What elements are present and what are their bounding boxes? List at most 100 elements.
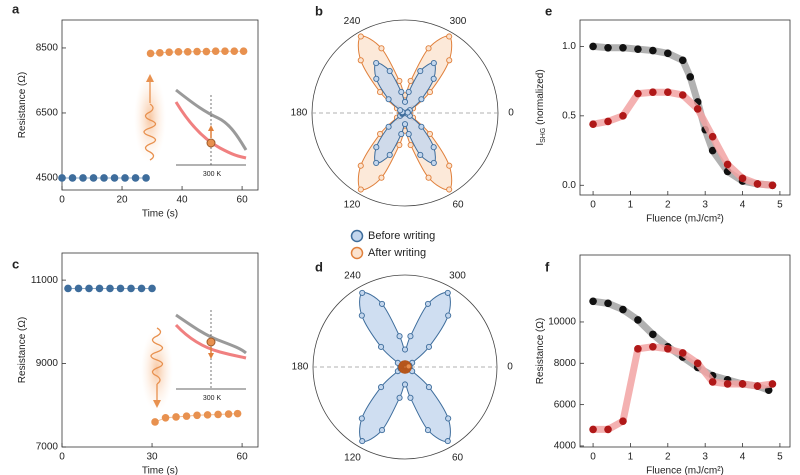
data-point bbox=[604, 43, 612, 52]
photon-wave bbox=[143, 103, 157, 161]
data-point bbox=[106, 284, 114, 293]
state-marker bbox=[206, 337, 216, 347]
data-point bbox=[678, 91, 687, 99]
y-tick-label: 0.0 bbox=[562, 180, 576, 191]
x-tick-label: 30 bbox=[146, 452, 158, 463]
data-point bbox=[604, 299, 612, 308]
data-point bbox=[121, 174, 129, 182]
data-point bbox=[151, 418, 159, 426]
x-tick-label: 1 bbox=[628, 200, 634, 211]
data-point bbox=[693, 105, 702, 113]
data-point bbox=[708, 132, 717, 141]
data-point bbox=[359, 438, 366, 445]
data-point bbox=[753, 180, 762, 188]
data-point bbox=[357, 162, 364, 169]
data-point bbox=[418, 123, 425, 130]
legend-label: After writing bbox=[368, 247, 426, 259]
arrow-head bbox=[146, 74, 154, 82]
x-tick-label: 4 bbox=[740, 452, 746, 463]
y-axis-label-rest: (normalized) bbox=[535, 69, 546, 127]
y-tick-label: 0.5 bbox=[562, 110, 576, 121]
data-point bbox=[649, 330, 657, 339]
data-point bbox=[417, 68, 424, 75]
data-point bbox=[405, 363, 412, 370]
data-point bbox=[424, 300, 432, 307]
data-point bbox=[678, 349, 687, 357]
data-point bbox=[723, 160, 732, 169]
panel-letter: f bbox=[545, 259, 550, 274]
data-point bbox=[426, 130, 433, 137]
x-tick-label: 0 bbox=[59, 195, 65, 206]
arrow-head bbox=[153, 400, 161, 408]
data-point bbox=[649, 342, 657, 351]
data-point bbox=[377, 384, 385, 391]
data-point bbox=[407, 77, 414, 84]
y-axis-label-sub: SHG bbox=[540, 128, 547, 143]
data-point bbox=[678, 56, 687, 65]
data-point bbox=[407, 142, 414, 149]
data-point bbox=[89, 174, 98, 182]
data-point bbox=[430, 60, 437, 67]
data-point bbox=[156, 49, 164, 57]
data-point bbox=[589, 297, 597, 306]
data-point bbox=[131, 174, 140, 182]
data-point bbox=[193, 47, 201, 56]
data-point bbox=[604, 117, 612, 126]
data-point bbox=[723, 380, 732, 388]
y-axis-label-main: Resistance (Ω) bbox=[17, 72, 28, 138]
inset-curve bbox=[175, 88, 248, 151]
y-tick-label: 6000 bbox=[554, 399, 577, 410]
data-point bbox=[182, 412, 191, 420]
data-point bbox=[211, 47, 220, 56]
data-point bbox=[396, 77, 403, 84]
x-tick-label: 0 bbox=[590, 452, 596, 463]
arrow-head bbox=[208, 353, 214, 359]
y-axis-label: Resistance (Ω) bbox=[17, 72, 28, 138]
panel-letter: a bbox=[12, 1, 20, 16]
y-axis-label: ISHG (normalized) bbox=[535, 69, 548, 145]
data-point bbox=[738, 380, 747, 388]
y-tick-label: 9000 bbox=[36, 358, 59, 369]
data-point bbox=[396, 394, 403, 401]
x-tick-label: 20 bbox=[116, 195, 128, 206]
theta-tick-label: 0 bbox=[508, 108, 514, 119]
data-point bbox=[418, 96, 425, 103]
data-point bbox=[397, 107, 404, 114]
data-point bbox=[378, 45, 385, 52]
data-point bbox=[357, 186, 364, 193]
data-point bbox=[407, 394, 414, 401]
data-point bbox=[85, 284, 93, 293]
x-tick-label: 4 bbox=[740, 200, 746, 211]
data-point bbox=[649, 88, 657, 97]
data-point bbox=[634, 345, 642, 353]
data-point bbox=[619, 305, 627, 314]
data-point bbox=[446, 33, 453, 40]
data-point bbox=[446, 57, 453, 64]
data-point bbox=[142, 174, 150, 182]
y-tick-label: 8000 bbox=[554, 358, 577, 369]
data-point bbox=[378, 300, 386, 307]
theta-tick-label: 240 bbox=[344, 271, 361, 282]
photon-wave bbox=[150, 327, 164, 385]
data-point bbox=[378, 427, 386, 434]
data-point bbox=[64, 284, 72, 293]
x-tick-label: 40 bbox=[176, 195, 188, 206]
panel-letter: b bbox=[315, 3, 323, 18]
data-point bbox=[446, 162, 453, 169]
data-point bbox=[373, 144, 380, 151]
data-point bbox=[430, 75, 437, 82]
data-point bbox=[407, 333, 414, 340]
data-point bbox=[385, 96, 392, 103]
data-point bbox=[233, 409, 242, 418]
data-point bbox=[738, 174, 747, 183]
data-point bbox=[165, 48, 173, 56]
y-tick-label: 1.0 bbox=[562, 41, 576, 52]
data-point bbox=[239, 47, 248, 56]
data-point bbox=[183, 48, 192, 56]
x-tick-label: 0 bbox=[59, 452, 65, 463]
data-point bbox=[426, 89, 433, 96]
theta-tick-label: 60 bbox=[452, 199, 464, 210]
data-point bbox=[95, 284, 104, 293]
data-point bbox=[708, 146, 717, 155]
